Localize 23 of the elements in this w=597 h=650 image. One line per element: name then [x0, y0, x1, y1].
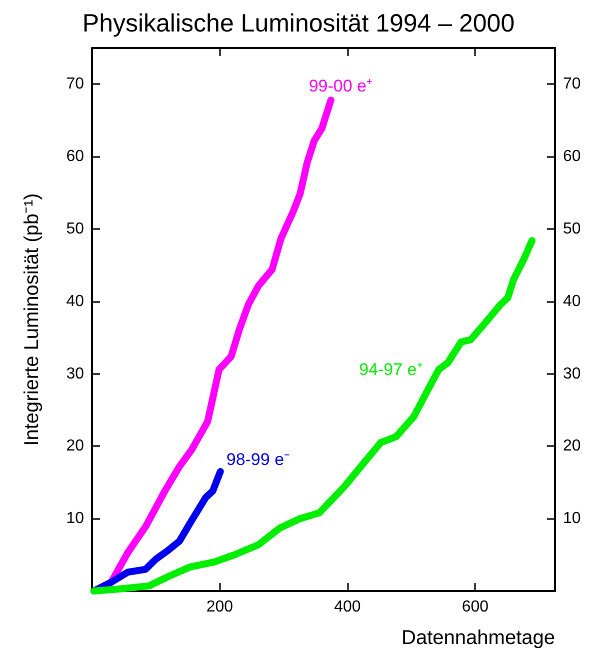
x-tick-label: 400	[334, 598, 361, 616]
y-tick-label: 30	[66, 365, 84, 382]
y-tick-label: 70	[66, 76, 84, 93]
y-tick-label: 60	[66, 148, 84, 166]
y-tick-label: 20	[66, 438, 84, 455]
x-tick-label: 600	[462, 598, 489, 616]
y2-tick-label: 70	[563, 76, 581, 93]
y2-tick-label: 10	[563, 510, 581, 528]
y-tick-label: 40	[66, 292, 84, 310]
y2-tick-label: 30	[563, 365, 581, 382]
series-label: 99-00 e⁺	[308, 76, 373, 96]
series-label: 98-99 e⁻	[226, 450, 290, 470]
x-tick-label: 200	[206, 598, 234, 616]
y-tick-label: 50	[66, 220, 84, 238]
y-tick-label: 10	[66, 510, 84, 528]
y2-tick-label: 60	[563, 148, 581, 166]
y2-tick-label: 20	[563, 438, 581, 455]
y-axis-title: Integrierte Luminosität (pb⁻¹)	[21, 193, 43, 446]
x-axis-title: Datennahmetage	[402, 627, 556, 649]
series-label: 94-97 e⁺	[359, 360, 423, 379]
chart-title: Physikalische Luminosität 1994 – 2000	[82, 10, 515, 38]
y2-tick-label: 40	[563, 292, 581, 310]
y2-tick-label: 50	[563, 220, 581, 238]
